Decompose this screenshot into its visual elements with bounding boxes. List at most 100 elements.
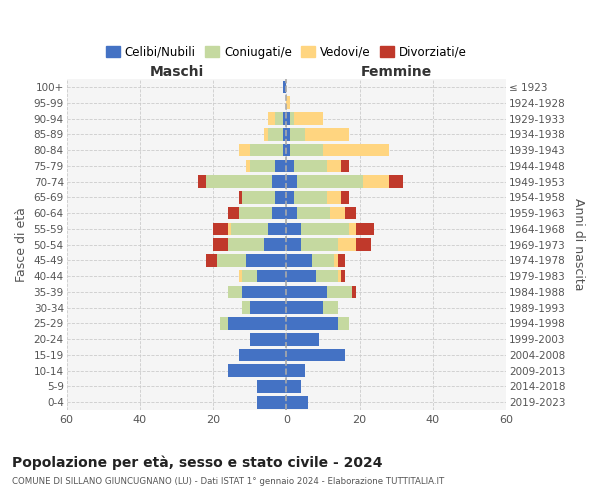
- Bar: [272, 207, 286, 220]
- Text: Popolazione per età, sesso e stato civile - 2024: Popolazione per età, sesso e stato civil…: [12, 455, 383, 469]
- Bar: [213, 222, 228, 235]
- Bar: [286, 160, 293, 172]
- Bar: [290, 144, 323, 156]
- Bar: [363, 176, 389, 188]
- Text: COMUNE DI SILLANO GIUNCUGNANO (LU) - Dati ISTAT 1° gennaio 2024 - Elaborazione T: COMUNE DI SILLANO GIUNCUGNANO (LU) - Dat…: [12, 478, 444, 486]
- Bar: [250, 144, 283, 156]
- Bar: [283, 80, 286, 94]
- Bar: [228, 238, 265, 251]
- Bar: [389, 176, 403, 188]
- Bar: [326, 160, 341, 172]
- Bar: [272, 176, 286, 188]
- Bar: [338, 238, 356, 251]
- Bar: [286, 270, 316, 282]
- Bar: [246, 160, 250, 172]
- Bar: [312, 254, 334, 266]
- Bar: [242, 286, 286, 298]
- Bar: [286, 112, 290, 125]
- Bar: [341, 160, 349, 172]
- Bar: [334, 254, 338, 266]
- Bar: [326, 191, 341, 203]
- Y-axis label: Anni di nascita: Anni di nascita: [572, 198, 585, 291]
- Bar: [293, 191, 326, 203]
- Bar: [250, 302, 286, 314]
- Bar: [290, 128, 305, 140]
- Bar: [286, 191, 293, 203]
- Bar: [330, 207, 345, 220]
- Bar: [341, 270, 345, 282]
- Bar: [228, 364, 286, 377]
- Bar: [356, 238, 371, 251]
- Bar: [341, 191, 349, 203]
- Bar: [286, 254, 312, 266]
- Bar: [250, 333, 286, 345]
- Text: Femmine: Femmine: [361, 65, 432, 79]
- Bar: [305, 128, 349, 140]
- Bar: [283, 144, 286, 156]
- Bar: [239, 348, 286, 362]
- Bar: [338, 317, 349, 330]
- Y-axis label: Fasce di età: Fasce di età: [15, 207, 28, 282]
- Bar: [293, 112, 323, 125]
- Bar: [217, 254, 246, 266]
- Bar: [286, 364, 305, 377]
- Bar: [228, 286, 242, 298]
- Bar: [257, 270, 286, 282]
- Bar: [232, 222, 268, 235]
- Bar: [206, 254, 217, 266]
- Bar: [286, 128, 290, 140]
- Bar: [242, 191, 275, 203]
- Bar: [268, 222, 286, 235]
- Bar: [206, 176, 272, 188]
- Bar: [228, 222, 232, 235]
- Bar: [316, 270, 338, 282]
- Bar: [286, 238, 301, 251]
- Bar: [286, 144, 290, 156]
- Bar: [265, 238, 286, 251]
- Bar: [239, 191, 242, 203]
- Bar: [220, 317, 228, 330]
- Bar: [239, 144, 250, 156]
- Bar: [293, 160, 326, 172]
- Bar: [286, 333, 319, 345]
- Bar: [286, 176, 297, 188]
- Bar: [239, 270, 242, 282]
- Bar: [323, 144, 389, 156]
- Bar: [265, 128, 268, 140]
- Bar: [301, 222, 349, 235]
- Bar: [286, 222, 301, 235]
- Bar: [286, 207, 297, 220]
- Bar: [283, 112, 286, 125]
- Bar: [286, 396, 308, 408]
- Bar: [286, 96, 290, 109]
- Bar: [338, 254, 345, 266]
- Legend: Celibi/Nubili, Coniugati/e, Vedovi/e, Divorziati/e: Celibi/Nubili, Coniugati/e, Vedovi/e, Di…: [102, 42, 470, 62]
- Bar: [275, 112, 283, 125]
- Bar: [250, 160, 275, 172]
- Bar: [290, 112, 293, 125]
- Bar: [242, 302, 250, 314]
- Bar: [338, 270, 341, 282]
- Text: Maschi: Maschi: [149, 65, 203, 79]
- Bar: [257, 396, 286, 408]
- Bar: [286, 286, 326, 298]
- Bar: [275, 191, 286, 203]
- Bar: [286, 317, 338, 330]
- Bar: [297, 176, 363, 188]
- Bar: [239, 207, 272, 220]
- Bar: [345, 207, 356, 220]
- Bar: [228, 207, 239, 220]
- Bar: [286, 302, 323, 314]
- Bar: [275, 160, 286, 172]
- Bar: [257, 380, 286, 393]
- Bar: [286, 348, 345, 362]
- Bar: [352, 286, 356, 298]
- Bar: [213, 238, 228, 251]
- Bar: [323, 302, 338, 314]
- Bar: [283, 128, 286, 140]
- Bar: [246, 254, 286, 266]
- Bar: [356, 222, 374, 235]
- Bar: [268, 128, 283, 140]
- Bar: [286, 380, 301, 393]
- Bar: [199, 176, 206, 188]
